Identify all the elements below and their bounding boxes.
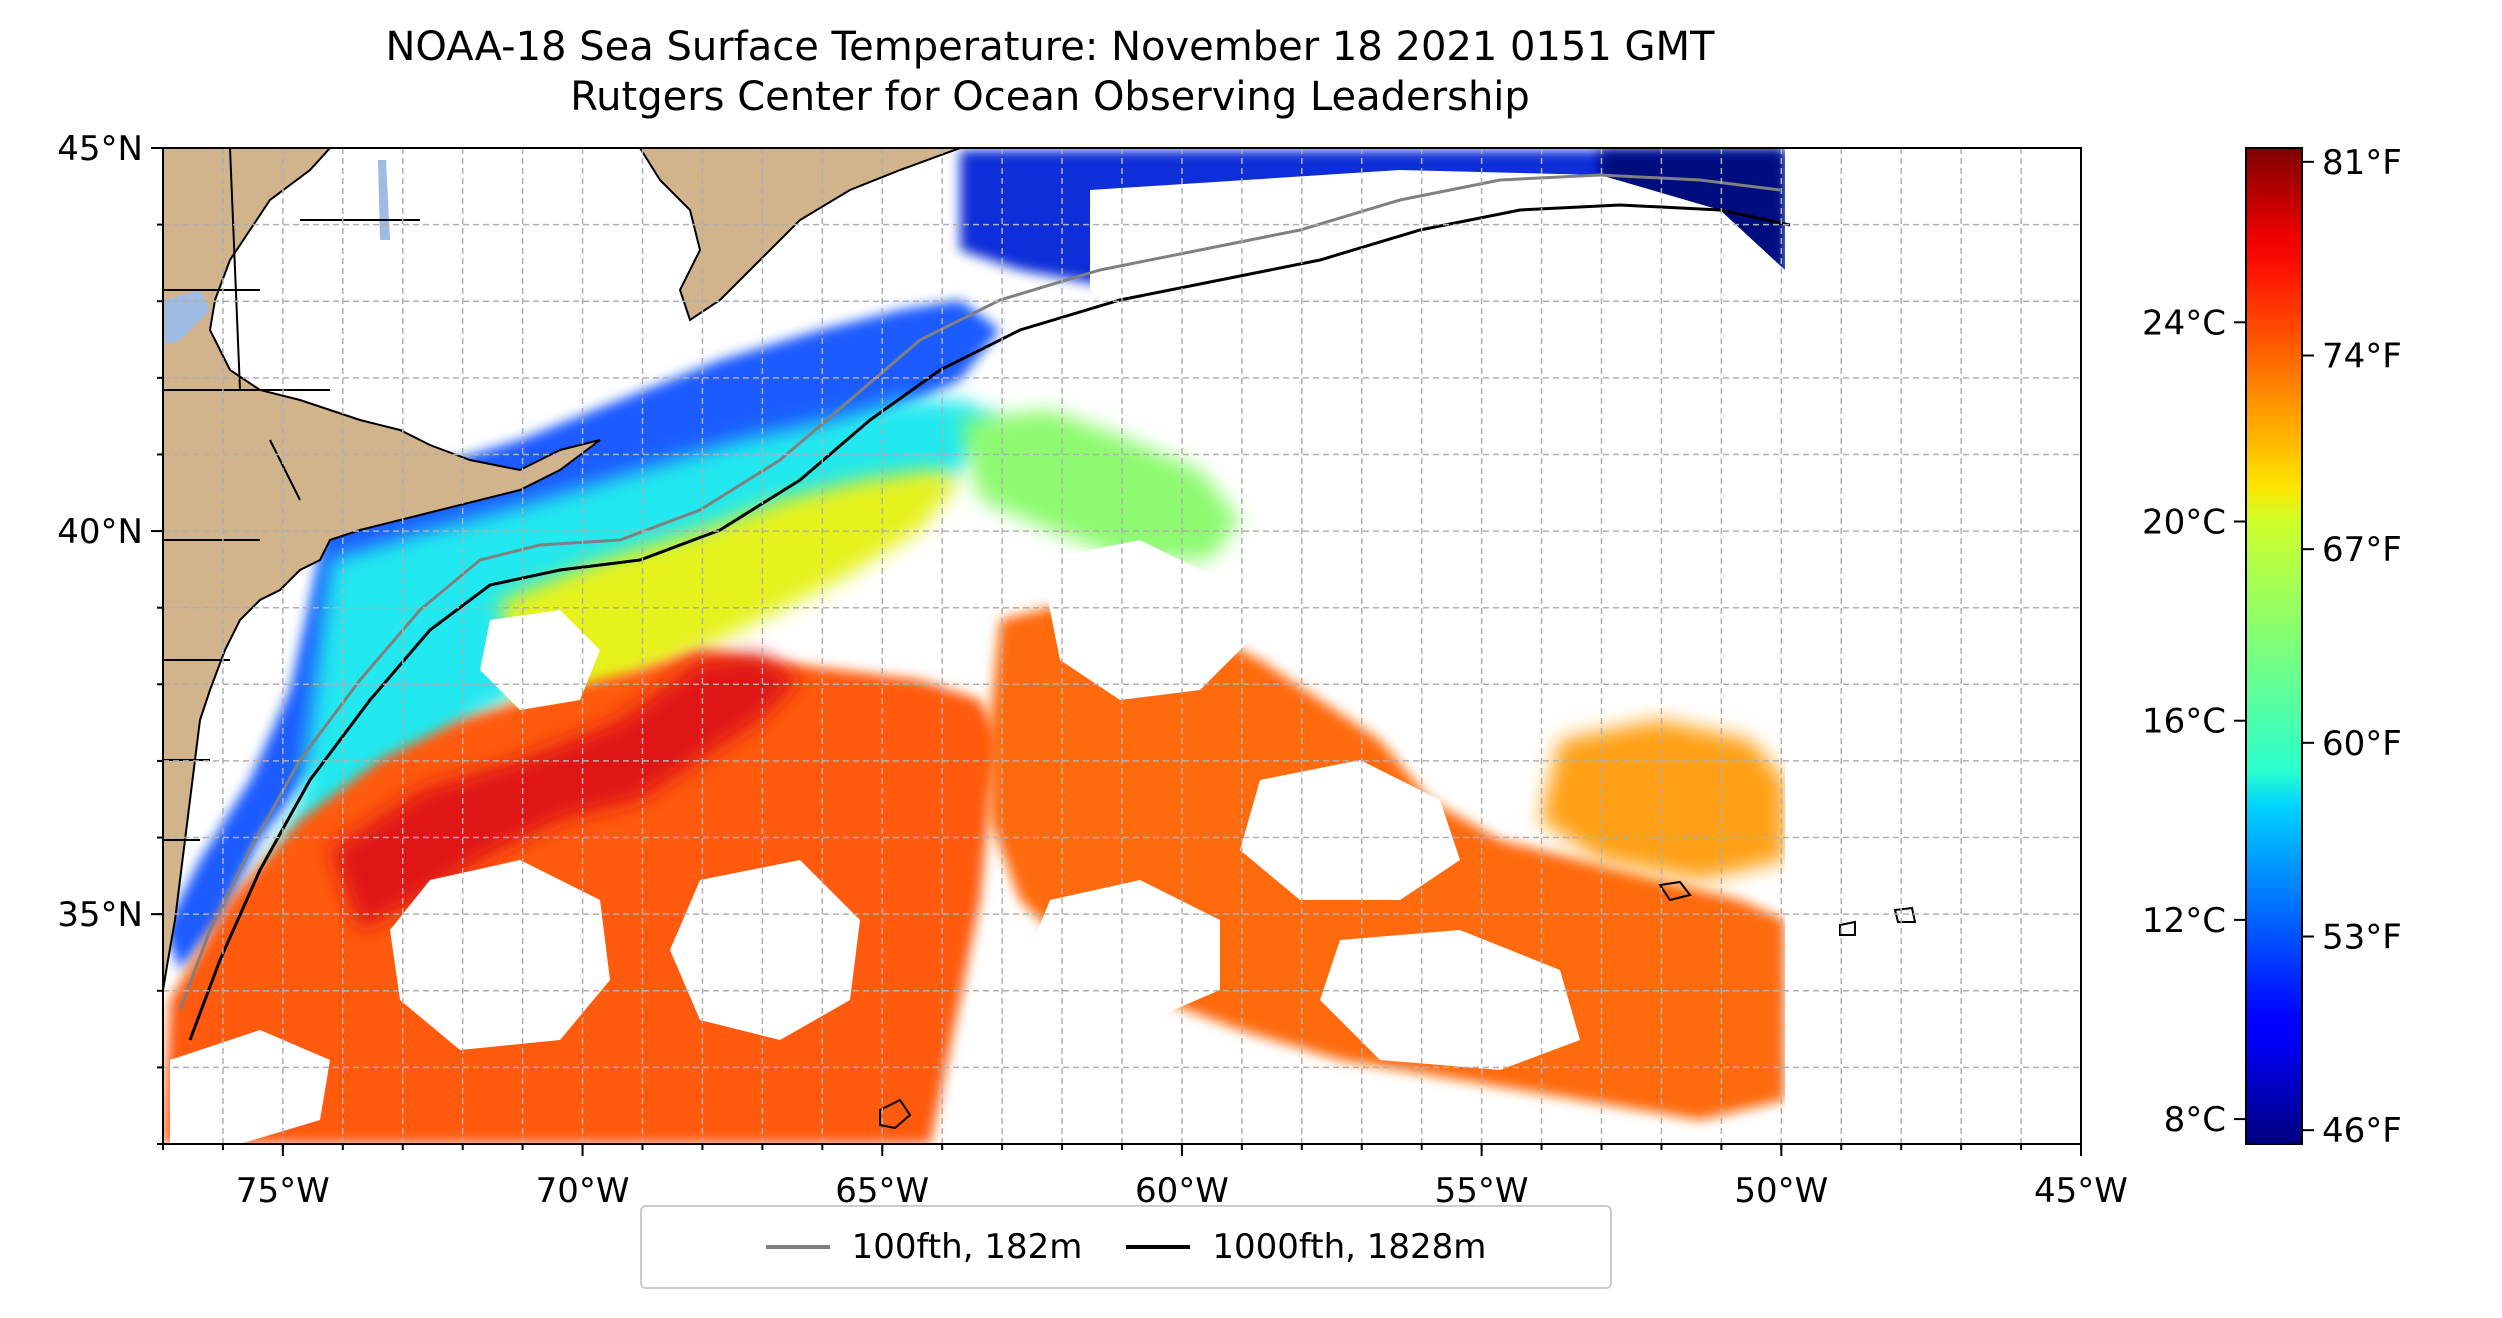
colorbar-ticks: 8°C 12°C 16°C 20°C 24°C 46°F 53°F 60°F 67°F 74°F 8… (2142, 143, 2402, 1151)
land-us-coast (163, 148, 601, 991)
isobath-legend: 100fth, 182m 1000fth, 1828m (640, 1205, 1612, 1289)
chart-subtitle: Rutgers Center for Ocean Observing Leade… (570, 74, 1530, 120)
lon-tick-label: 60°W (1135, 1171, 1229, 1211)
cloud-warm-4 (1030, 880, 1220, 1020)
cloud-warm-7 (1320, 930, 1580, 1070)
lon-tick-label: 55°W (1435, 1171, 1529, 1211)
seamount-2 (1658, 880, 1692, 902)
fahrenheit-tick-label: 53°F (2322, 918, 2402, 958)
state-borders (163, 148, 420, 841)
celsius-tick-label: 12°C (2142, 901, 2226, 941)
seamount-3 (1839, 920, 1856, 936)
celsius-tick-label: 24°C (2142, 303, 2226, 343)
legend-item-1000fth: 1000fth, 1828m (1126, 1227, 1486, 1267)
sst-slope-yellow (500, 470, 960, 720)
sst-green-plume (960, 410, 1240, 560)
celsius-tick-label: 8°C (2164, 1100, 2226, 1140)
sst-field (163, 148, 2081, 1144)
seamount-4 (1893, 906, 1917, 923)
lat-tick-label: 35°N (57, 895, 143, 935)
map-area (163, 148, 2081, 1144)
cloud-warm-9 (170, 1030, 330, 1144)
isobath-1000fth (188, 203, 1791, 1041)
fahrenheit-tick-label: 67°F (2322, 530, 2402, 570)
cloud-warm-1 (1040, 540, 1250, 700)
sst-gulf-core (330, 655, 800, 930)
gridlines (163, 148, 2081, 1144)
chart-title-block: NOAA-18 Sea Surface Temperature: Novembe… (160, 22, 1940, 122)
chart-title: NOAA-18 Sea Surface Temperature: Novembe… (385, 24, 1715, 70)
legend-label-100fth: 100fth, 182m (851, 1227, 1083, 1267)
lon-tick-label: 45°W (2034, 1171, 2128, 1211)
lat-tick-label: 40°N (57, 512, 143, 552)
lon-tick-label: 50°W (1734, 1171, 1828, 1211)
land-nova-scotia (638, 148, 961, 322)
legend-swatch-1000fth (1126, 1245, 1191, 1249)
cloud-warm-3 (1240, 760, 1460, 900)
legend-item-100fth: 100fth, 182m (765, 1227, 1083, 1267)
cloud-warm-6 (670, 860, 860, 1040)
isobath-100fth (178, 173, 1781, 1011)
legend-label-1000fth: 1000fth, 1828m (1212, 1227, 1487, 1267)
fahrenheit-tick-label: 81°F (2322, 143, 2402, 183)
fahrenheit-tick-label: 46°F (2322, 1111, 2402, 1151)
celsius-tick-label: 16°C (2142, 702, 2226, 742)
map-axes: 75°W 70°W 65°W 60°W 55°W 50°W 45°W 45°N 40°N 35°N (57, 129, 2128, 1211)
fahrenheit-tick-label: 74°F (2322, 337, 2402, 377)
colorbar-gradient (2246, 148, 2302, 1144)
fahrenheit-tick-label: 60°F (2322, 724, 2402, 764)
sst-slope-cyan (210, 400, 1000, 1000)
cloud-north (1090, 170, 1785, 480)
lat-tick-label: 45°N (57, 129, 143, 169)
celsius-tick-label: 20°C (2142, 503, 2226, 543)
seamount-1 (879, 1098, 912, 1130)
cloud-warm-5 (390, 860, 610, 1050)
cloud-warm-8 (480, 610, 600, 710)
lake-small (165, 290, 210, 345)
legend-swatch-100fth (765, 1245, 830, 1249)
lon-tick-label: 65°W (835, 1171, 929, 1211)
lon-tick-label: 70°W (536, 1171, 630, 1211)
colorbar-frame (2245, 147, 2303, 1145)
lon-tick-label: 75°W (236, 1171, 330, 1211)
no-data-region (1785, 148, 2081, 1144)
